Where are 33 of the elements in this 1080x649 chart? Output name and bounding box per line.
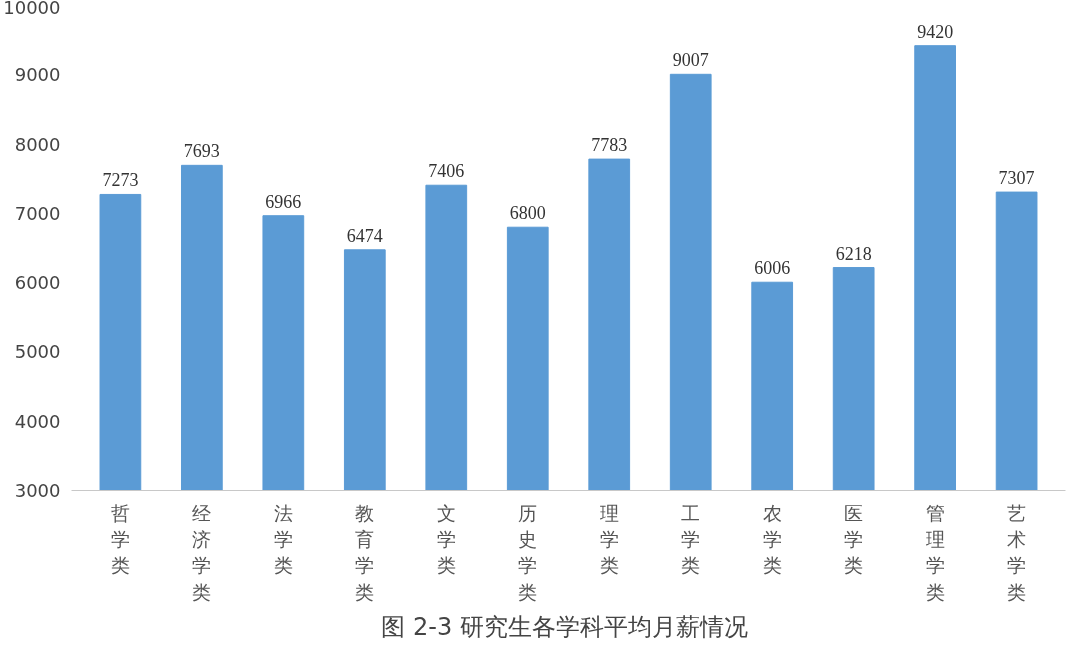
data-label: 7307 bbox=[998, 168, 1035, 189]
y-tick-label: 10000 bbox=[3, 0, 61, 18]
y-tick-label: 3000 bbox=[14, 480, 61, 501]
y-tick-label: 6000 bbox=[14, 272, 61, 294]
data-label: 7406 bbox=[428, 161, 465, 182]
data-label: 7783 bbox=[591, 135, 628, 156]
x-tick-label: 农学类 bbox=[762, 501, 782, 577]
x-tick-label: 哲学类 bbox=[110, 501, 130, 577]
x-tick-label: 医学类 bbox=[844, 501, 864, 577]
data-label: 6006 bbox=[754, 258, 791, 279]
x-tick-label: 教育学类 bbox=[355, 501, 375, 603]
x-tick-label: 历史学类 bbox=[518, 501, 538, 603]
data-label: 9007 bbox=[672, 50, 709, 71]
data-label: 6966 bbox=[265, 191, 302, 212]
data-label: 7273 bbox=[102, 170, 139, 191]
data-label: 9420 bbox=[917, 21, 954, 42]
text: 图 2-3 研究生各学科平均月薪情况 bbox=[381, 612, 748, 641]
x-tick-label: 经济学类 bbox=[192, 501, 212, 603]
x-tick-label: 法学类 bbox=[273, 501, 293, 577]
x-tick-label: 艺术学类 bbox=[1007, 501, 1027, 603]
y-tick-label: 7000 bbox=[14, 202, 61, 224]
data-label: 6800 bbox=[509, 203, 546, 224]
x-tick-label: 文学类 bbox=[436, 501, 456, 577]
x-tick-label: 管理学类 bbox=[925, 501, 945, 603]
y-tick-label: 9000 bbox=[14, 64, 61, 86]
x-tick-label: 理学类 bbox=[599, 501, 619, 577]
y-tick-label: 8000 bbox=[14, 133, 61, 155]
y-tick-label: 5000 bbox=[14, 341, 61, 363]
data-label: 7693 bbox=[183, 141, 220, 162]
data-label: 6218 bbox=[835, 243, 872, 264]
y-tick-label: 4000 bbox=[14, 410, 61, 432]
data-label: 6474 bbox=[346, 225, 383, 246]
x-tick-label: 工学类 bbox=[681, 501, 701, 577]
